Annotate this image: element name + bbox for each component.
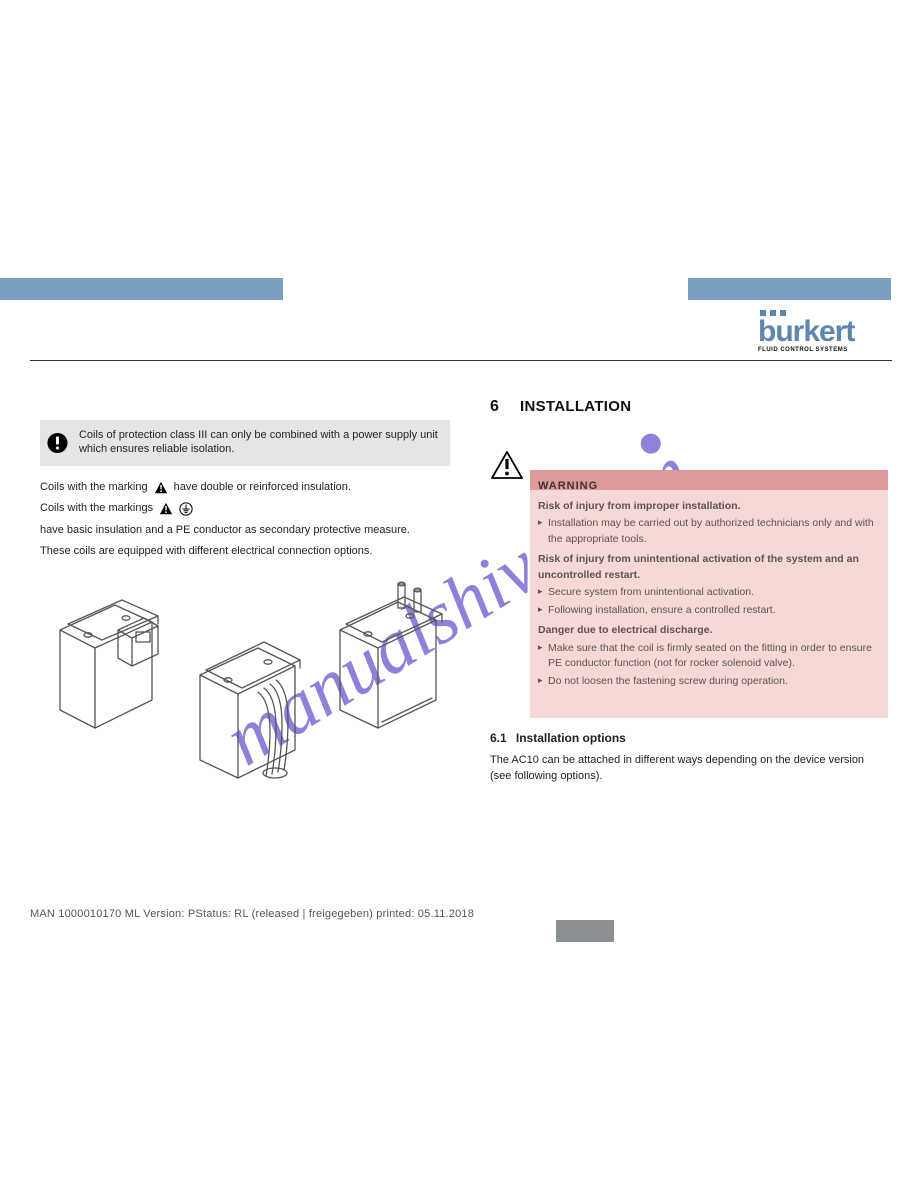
left-line3: These coils are equipped with different …	[40, 544, 372, 559]
left-line2-pre: Coils with the markings	[40, 501, 153, 516]
header-rule	[30, 360, 892, 361]
section-title: INSTALLATION	[520, 398, 631, 415]
warn-b2: Secure system from unintentional activat…	[538, 585, 880, 601]
ground-icon	[179, 502, 193, 516]
warn-sub2: Risk of injury from unintentional activa…	[538, 552, 880, 584]
footer-text: MAN 1000010170 ML Version: PStatus: RL (…	[30, 908, 474, 920]
device-3	[320, 572, 455, 742]
section-number: 6	[490, 398, 499, 416]
notice-icon	[46, 427, 69, 459]
warning-icon	[159, 502, 173, 516]
warning-head: WARNING	[538, 478, 880, 495]
burkert-logo: burkert FLUID CONTROL SYSTEMS	[758, 310, 890, 360]
device-drawings	[40, 560, 460, 840]
warn-sub3: Danger due to electrical discharge.	[538, 623, 880, 639]
warn-b3: Following installation, ensure a control…	[538, 603, 880, 619]
warn-sub1: Risk of injury from improper installatio…	[538, 499, 880, 515]
subsection-text: The AC10 can be attached in different wa…	[490, 753, 888, 784]
left-body: Coils with the marking have double or re…	[40, 474, 450, 560]
warning-content: WARNING Risk of injury from improper ins…	[538, 478, 880, 690]
double-insulation-icon	[154, 481, 168, 495]
header-bar-right	[688, 278, 891, 300]
warn-b5: Do not loosen the fastening screw during…	[538, 674, 880, 690]
warn-b1: Installation may be carried out by autho…	[538, 516, 880, 548]
subsection-title: Installation options	[516, 731, 626, 745]
subsection-num: 6.1	[490, 731, 507, 745]
subsection: 6.1 Installation options The AC10 can be…	[490, 730, 888, 784]
note-text: Coils of protection class III can only b…	[79, 429, 450, 457]
left-line1-post: have double or reinforced insulation.	[174, 480, 351, 495]
device-2	[180, 620, 315, 800]
device-1	[40, 580, 170, 740]
footer-bar	[556, 920, 614, 942]
left-line2-post: have basic insulation and a PE conductor…	[40, 523, 450, 538]
left-line1-pre: Coils with the marking	[40, 480, 148, 495]
warning-triangle-icon	[490, 450, 524, 480]
logo-word: burkert	[758, 318, 890, 345]
logo-tagline: FLUID CONTROL SYSTEMS	[758, 347, 890, 353]
note-box: Coils of protection class III can only b…	[40, 420, 450, 466]
header-bar-left	[0, 278, 283, 300]
warn-b4: Make sure that the coil is firmly seated…	[538, 641, 880, 673]
